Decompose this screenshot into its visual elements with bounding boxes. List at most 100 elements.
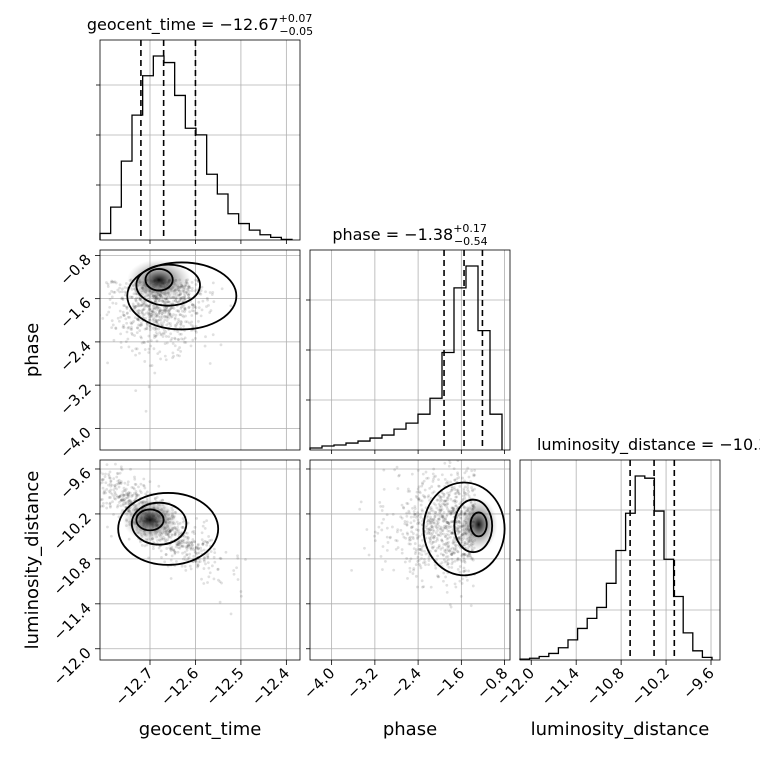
sample-point	[425, 532, 429, 536]
sample-point	[167, 316, 170, 320]
sample-point	[468, 554, 472, 558]
sample-point	[411, 535, 415, 539]
sample-point	[199, 289, 203, 292]
sample-point	[162, 300, 166, 303]
sample-point	[208, 311, 212, 314]
sample-point	[195, 562, 199, 566]
sample-point	[195, 311, 199, 315]
sample-point	[134, 298, 138, 302]
sample-point	[456, 558, 459, 562]
sample-point	[462, 494, 465, 498]
sample-point	[159, 357, 162, 361]
sample-point	[197, 300, 201, 304]
sample-point	[436, 574, 439, 578]
sample-point	[186, 521, 190, 525]
sample-point	[121, 313, 125, 317]
sample-point	[183, 336, 187, 340]
sample-point	[446, 562, 450, 565]
sample-point	[442, 524, 446, 528]
sample-point	[427, 527, 431, 531]
sample-point	[469, 604, 473, 608]
sample-point	[431, 540, 435, 544]
sample-point	[466, 483, 470, 486]
sample-point	[147, 347, 151, 351]
sample-point	[173, 337, 177, 341]
sample-point	[168, 312, 172, 316]
sample-point	[382, 517, 385, 521]
sample-point	[161, 299, 164, 303]
sample-point	[439, 495, 443, 499]
sample-point	[141, 313, 145, 317]
sample-point	[417, 558, 421, 562]
sample-point	[153, 336, 156, 339]
sample-point	[194, 337, 197, 340]
sample-point	[428, 517, 432, 521]
sample-point	[195, 288, 199, 292]
sample-point	[191, 548, 195, 552]
density-geocent_time-luminosity_distance	[122, 498, 178, 541]
sample-point	[174, 545, 178, 549]
sample-point	[109, 280, 113, 284]
sample-point	[460, 541, 463, 545]
sample-point	[434, 510, 438, 514]
sample-point	[416, 560, 420, 563]
sample-point	[456, 488, 460, 492]
sample-point	[431, 491, 435, 495]
sample-point	[449, 520, 453, 524]
sample-point	[183, 307, 186, 311]
sample-point	[118, 290, 122, 294]
panel-frame-geocent_time-luminosity_distance	[99, 459, 301, 661]
sample-point	[187, 289, 191, 293]
sample-point	[90, 483, 93, 486]
sample-point	[167, 310, 171, 313]
sample-point	[116, 495, 119, 499]
sample-point	[127, 537, 131, 541]
sample-point	[428, 540, 432, 544]
sample-point	[445, 520, 449, 524]
sample-point	[157, 546, 161, 550]
sample-point	[107, 483, 110, 487]
sample-point	[451, 511, 455, 515]
sample-point	[112, 494, 116, 498]
sample-point	[138, 329, 142, 332]
sample-point	[113, 484, 117, 488]
sample-point	[177, 541, 181, 545]
sample-point	[123, 304, 127, 307]
sample-point	[451, 551, 455, 555]
sample-point	[440, 505, 443, 509]
sample-point	[447, 524, 451, 528]
sample-point	[444, 548, 448, 552]
sample-point	[449, 552, 453, 556]
sample-point	[152, 318, 156, 322]
sample-point	[144, 492, 148, 496]
sample-point	[117, 481, 121, 485]
sample-point	[148, 307, 152, 310]
sample-point	[423, 549, 426, 553]
x-tick-label: −1.6	[430, 664, 468, 702]
sample-point	[121, 297, 125, 301]
sample-point	[420, 557, 423, 560]
sample-point	[428, 521, 432, 525]
sample-point	[392, 568, 396, 572]
sample-point	[164, 309, 168, 313]
sample-point	[445, 551, 448, 555]
sample-point	[449, 511, 453, 515]
sample-point	[428, 536, 431, 540]
sample-point	[446, 482, 450, 485]
sample-point	[121, 310, 125, 314]
sample-point	[450, 486, 454, 490]
sample-point	[169, 546, 173, 550]
sample-point	[153, 306, 157, 310]
sample-point	[413, 542, 417, 545]
sample-point	[199, 292, 203, 296]
sample-point	[446, 549, 450, 552]
sample-point	[151, 316, 155, 320]
sample-point	[444, 499, 448, 503]
sample-point	[105, 281, 108, 284]
sample-point	[180, 564, 184, 568]
sample-point	[403, 560, 407, 564]
sample-point	[190, 309, 194, 313]
scatter-phase-luminosity_distance	[350, 460, 506, 609]
sample-point	[456, 460, 460, 463]
